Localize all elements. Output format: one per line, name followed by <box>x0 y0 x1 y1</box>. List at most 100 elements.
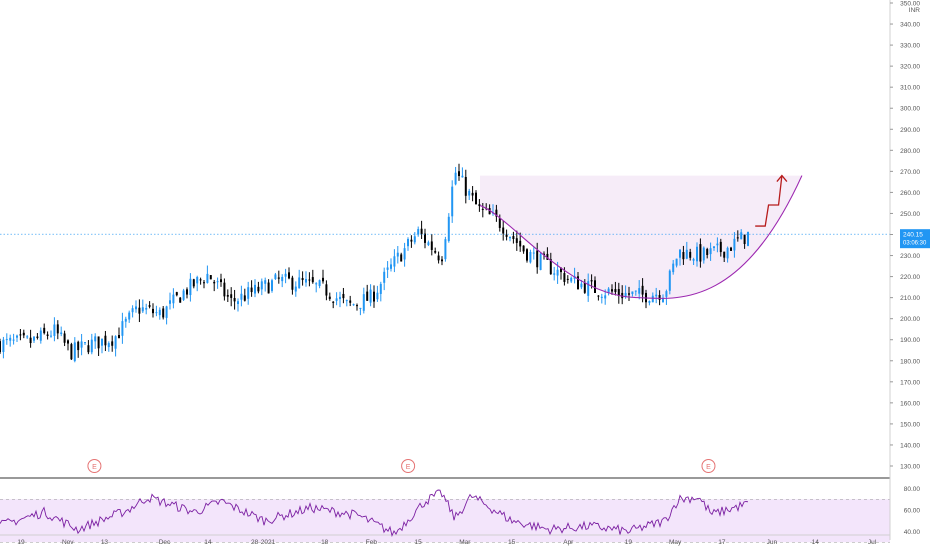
candle-body[interactable] <box>101 338 103 346</box>
candle-body[interactable] <box>267 282 270 294</box>
candle-body[interactable] <box>420 228 423 235</box>
candle-body[interactable] <box>5 339 8 341</box>
candle-body[interactable] <box>257 286 260 292</box>
candle-body[interactable] <box>192 279 195 287</box>
candle-body[interactable] <box>339 296 341 300</box>
candle-body[interactable] <box>655 294 658 297</box>
candle-body[interactable] <box>9 337 12 341</box>
candle-body[interactable] <box>648 301 651 303</box>
candle-body[interactable] <box>539 253 542 270</box>
candle-body[interactable] <box>689 251 692 258</box>
candle-body[interactable] <box>743 234 746 245</box>
candle-body[interactable] <box>566 278 569 280</box>
candle-body[interactable] <box>305 279 307 283</box>
candle-body[interactable] <box>158 309 161 316</box>
candle-body[interactable] <box>471 192 474 196</box>
candle-body[interactable] <box>651 295 654 303</box>
candle-body[interactable] <box>67 340 69 344</box>
candle-body[interactable] <box>271 280 273 291</box>
candle-body[interactable] <box>352 304 355 306</box>
candle-body[interactable] <box>196 277 199 284</box>
candle-body[interactable] <box>447 216 450 242</box>
candle-body[interactable] <box>19 334 22 336</box>
candle-body[interactable] <box>216 281 219 283</box>
candle-body[interactable] <box>607 288 610 294</box>
candle-body[interactable] <box>590 280 593 282</box>
candle-body[interactable] <box>624 292 627 298</box>
candle-body[interactable] <box>56 324 59 334</box>
candle-body[interactable] <box>107 343 110 348</box>
candle-body[interactable] <box>386 267 389 270</box>
candle-body[interactable] <box>621 292 624 299</box>
candle-body[interactable] <box>94 336 97 342</box>
candle-body[interactable] <box>97 336 100 349</box>
candle-body[interactable] <box>33 336 35 341</box>
candle-body[interactable] <box>390 264 392 269</box>
candle-body[interactable] <box>692 259 695 261</box>
candle-body[interactable] <box>502 227 505 234</box>
candle-body[interactable] <box>175 292 178 296</box>
candle-body[interactable] <box>226 294 229 297</box>
candle-body[interactable] <box>12 339 15 341</box>
candle-body[interactable] <box>53 324 56 336</box>
candle-body[interactable] <box>682 252 685 260</box>
candle-body[interactable] <box>526 249 528 261</box>
candle-body[interactable] <box>179 297 182 303</box>
candle-body[interactable] <box>580 283 583 288</box>
candle-body[interactable] <box>203 282 205 284</box>
candle-body[interactable] <box>301 278 304 281</box>
candle-body[interactable] <box>614 289 617 293</box>
candle-body[interactable] <box>604 295 607 299</box>
candle-body[interactable] <box>16 335 18 338</box>
candle-body[interactable] <box>39 330 42 341</box>
candle-body[interactable] <box>277 277 280 279</box>
candle-body[interactable] <box>359 307 362 309</box>
candle-body[interactable] <box>611 289 613 292</box>
candle-body[interactable] <box>662 297 664 303</box>
candle-body[interactable] <box>730 247 732 251</box>
candle-body[interactable] <box>135 306 137 310</box>
candle-body[interactable] <box>152 308 154 314</box>
candle-body[interactable] <box>716 243 719 246</box>
candle-body[interactable] <box>532 252 535 254</box>
candle-body[interactable] <box>509 236 511 239</box>
candle-body[interactable] <box>169 300 171 304</box>
candle-body[interactable] <box>328 296 331 299</box>
candle-body[interactable] <box>498 218 501 228</box>
candle-body[interactable] <box>410 239 413 242</box>
candle-body[interactable] <box>209 275 212 280</box>
candle-body[interactable] <box>373 291 375 302</box>
candle-body[interactable] <box>583 282 586 293</box>
candle-body[interactable] <box>519 240 522 247</box>
candle-body[interactable] <box>685 249 688 259</box>
candle-body[interactable] <box>315 283 318 285</box>
candle-body[interactable] <box>560 268 562 273</box>
candle-body[interactable] <box>536 250 539 268</box>
candle-body[interactable] <box>325 284 328 296</box>
candle-body[interactable] <box>60 332 63 335</box>
candle-body[interactable] <box>366 291 369 301</box>
candle-body[interactable] <box>349 300 352 303</box>
candle-body[interactable] <box>444 239 447 260</box>
candle-body[interactable] <box>396 252 399 257</box>
candle-body[interactable] <box>726 247 729 259</box>
candle-body[interactable] <box>515 238 518 243</box>
candle-body[interactable] <box>141 307 144 312</box>
candle-body[interactable] <box>641 285 644 295</box>
candle-body[interactable] <box>342 293 345 299</box>
candle-body[interactable] <box>0 341 1 353</box>
candle-body[interactable] <box>383 271 386 283</box>
candle-body[interactable] <box>668 270 671 291</box>
candle-body[interactable] <box>118 335 120 339</box>
candle-body[interactable] <box>322 277 324 282</box>
candle-body[interactable] <box>332 301 335 303</box>
candle-body[interactable] <box>719 241 722 253</box>
candle-body[interactable] <box>213 281 216 284</box>
candle-body[interactable] <box>740 232 743 240</box>
candle-body[interactable] <box>87 345 90 353</box>
candle-body[interactable] <box>345 300 348 302</box>
candle-body[interactable] <box>587 281 590 296</box>
candle-body[interactable] <box>702 247 705 261</box>
candle-body[interactable] <box>369 289 372 303</box>
